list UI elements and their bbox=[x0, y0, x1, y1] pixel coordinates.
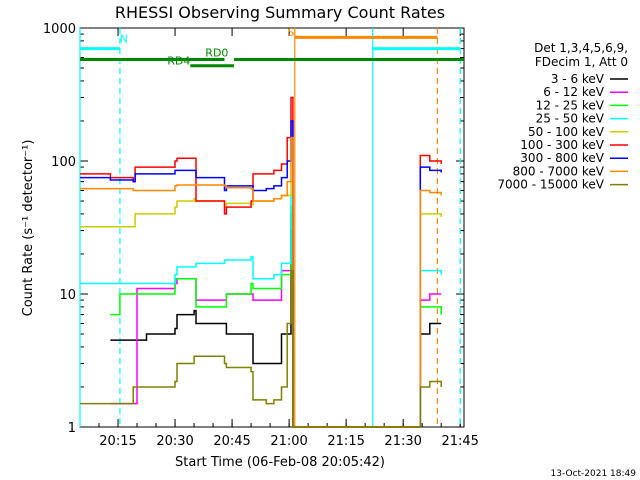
legend-label-8: 7000 - 15000 keV bbox=[497, 178, 604, 192]
x-tick-label-2: 20:45 bbox=[213, 434, 250, 449]
series-line-1 bbox=[110, 213, 442, 428]
y-tick-label-0: 1 bbox=[68, 421, 76, 436]
legend-header-line-2: FDecim 1, Att 0 bbox=[535, 55, 628, 69]
series-line-0 bbox=[110, 229, 442, 428]
legend: Det 1,3,4,5,6,9, FDecim 1, Att 0 3 - 6 k… bbox=[497, 41, 628, 192]
plot-area: N S RD0 RD4 bbox=[79, 26, 465, 428]
series-line-6 bbox=[80, 120, 442, 428]
annotation-s: S bbox=[288, 26, 295, 39]
series-line-5 bbox=[80, 96, 442, 428]
annotations: N S RD0 RD4 bbox=[120, 26, 295, 68]
legend-label-1: 6 - 12 keV bbox=[543, 85, 605, 99]
y-tick-labels: 1 10 100 1000 bbox=[43, 22, 76, 436]
legend-label-3: 25 - 50 keV bbox=[536, 112, 605, 126]
x-tick-label-4: 21:15 bbox=[327, 434, 364, 449]
series-line-8 bbox=[80, 269, 442, 428]
x-tick-label-1: 20:30 bbox=[156, 434, 193, 449]
date-stamp: 13-Oct-2021 18:49 bbox=[551, 469, 637, 479]
x-tick-label-6: 21:45 bbox=[441, 434, 478, 449]
series-line-4 bbox=[80, 180, 442, 428]
chart-title: RHESSI Observing Summary Count Rates bbox=[115, 3, 445, 22]
x-tick-label-5: 21:30 bbox=[384, 434, 421, 449]
x-axis-label: Start Time (06-Feb-08 20:05:42) bbox=[175, 455, 385, 470]
y-tick-label-3: 1000 bbox=[43, 22, 76, 37]
series-lines bbox=[80, 96, 442, 428]
legend-label-5: 100 - 300 keV bbox=[520, 138, 604, 152]
legend-label-6: 300 - 800 keV bbox=[520, 151, 604, 165]
annotation-rd0: RD0 bbox=[205, 47, 228, 60]
legend-header-line-1: Det 1,3,4,5,6,9, bbox=[534, 41, 628, 55]
legend-label-4: 50 - 100 keV bbox=[528, 125, 605, 139]
legend-label-2: 12 - 25 keV bbox=[536, 98, 605, 112]
y-axis-label: Count Rate (s⁻¹ detector⁻¹) bbox=[21, 140, 36, 317]
legend-label-0: 3 - 6 keV bbox=[551, 72, 605, 86]
series-line-2 bbox=[110, 206, 442, 428]
x-tick-label-3: 21:00 bbox=[270, 434, 307, 449]
y-tick-label-2: 100 bbox=[51, 155, 76, 170]
annotation-rd4: RD4 bbox=[167, 55, 190, 68]
x-tick-labels: 20:15 20:30 20:45 21:00 21:15 21:30 21:45 bbox=[99, 434, 479, 449]
x-tick-label-0: 20:15 bbox=[99, 434, 136, 449]
legend-label-7: 800 - 7000 keV bbox=[513, 164, 605, 178]
series-line-3 bbox=[80, 194, 442, 428]
state-bands bbox=[80, 35, 464, 68]
annotation-n: N bbox=[120, 32, 128, 45]
y-tick-label-1: 10 bbox=[59, 288, 76, 303]
